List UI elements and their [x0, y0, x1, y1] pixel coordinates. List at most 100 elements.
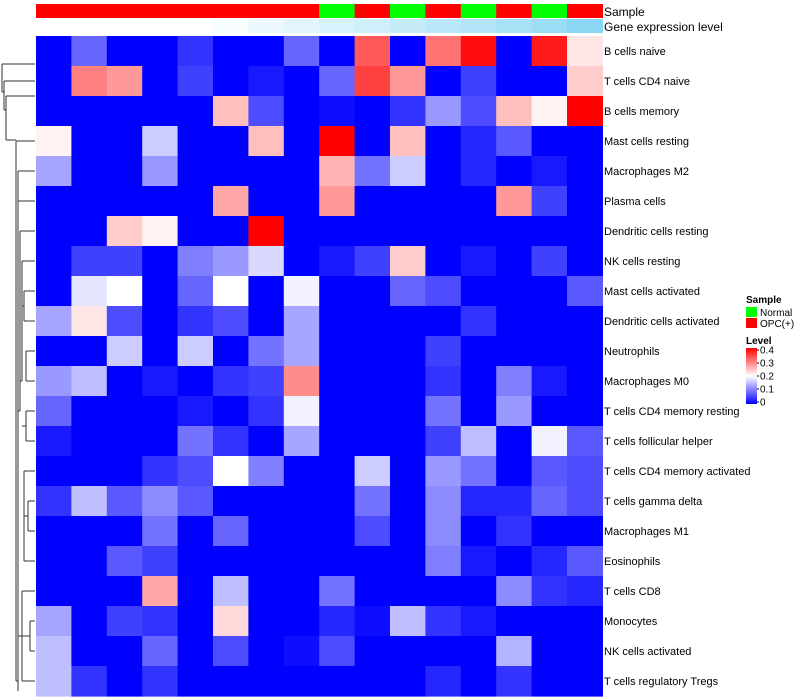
heatmap-cell	[177, 336, 214, 367]
heatmap-cell	[36, 66, 72, 97]
heatmap-cell	[460, 606, 497, 637]
heatmap-cell	[106, 606, 143, 637]
heatmap-cell	[213, 486, 249, 517]
legend-swatch-opc	[746, 318, 757, 328]
level-tick-label: 0.4	[760, 346, 774, 357]
heatmap-cell	[106, 636, 143, 667]
heatmap-cell	[177, 216, 214, 247]
row-label: Eosinophils	[604, 556, 661, 568]
heatmap-cell	[496, 36, 533, 67]
row-label: T cells CD4 memory resting	[604, 406, 740, 418]
gene-expression-annotation-cell	[319, 19, 356, 33]
heatmap-cell	[354, 456, 391, 487]
heatmap-cell	[142, 486, 179, 517]
heatmap-cell	[390, 576, 426, 607]
heatmap-cell	[531, 186, 568, 217]
heatmap-cell	[567, 36, 603, 67]
heatmap-cell	[531, 576, 568, 607]
heatmap-cell	[106, 66, 143, 97]
heatmap-cell	[496, 126, 533, 157]
heatmap-cell	[496, 66, 533, 97]
heatmap-cell	[567, 666, 603, 697]
heatmap-cell	[248, 186, 285, 217]
heatmap-cell	[319, 456, 356, 487]
heatmap-cell	[106, 216, 143, 247]
heatmap-cell	[177, 666, 214, 697]
heatmap-cell	[390, 126, 426, 157]
heatmap-cell	[354, 366, 391, 397]
heatmap-cell	[36, 306, 72, 337]
row-label: Mast cells resting	[604, 136, 689, 148]
heatmap-cell	[283, 576, 320, 607]
heatmap-cell	[390, 216, 426, 247]
heatmap-cell	[71, 126, 108, 157]
heatmap-cell	[425, 516, 462, 547]
heatmap-cell	[354, 606, 391, 637]
gene-expression-annotation-cell	[36, 19, 72, 33]
heatmap-cell	[248, 666, 285, 697]
heatmap-cell	[36, 276, 72, 307]
heatmap-cell	[460, 366, 497, 397]
sample-annotation-cell	[106, 4, 143, 18]
heatmap-cell	[283, 396, 320, 427]
sample-annotation-cell	[71, 4, 108, 18]
heatmap-cell	[248, 96, 285, 127]
heatmap-cell	[567, 126, 603, 157]
gene-expression-annotation-cell	[106, 19, 143, 33]
heatmap-cell	[71, 246, 108, 277]
heatmap-cell	[567, 186, 603, 217]
heatmap-cell	[106, 426, 143, 457]
heatmap-cell	[531, 276, 568, 307]
heatmap-cell	[71, 396, 108, 427]
heatmap-cell	[567, 96, 603, 127]
heatmap-cell	[496, 156, 533, 187]
heatmap-cell	[390, 666, 426, 697]
gene-expression-annotation-cell	[142, 19, 179, 33]
heatmap-cell	[36, 606, 72, 637]
heatmap-cell	[106, 36, 143, 67]
heatmap-cell	[460, 396, 497, 427]
sample-annotation-cell	[36, 4, 72, 18]
gene-expression-annotation-cell	[425, 19, 462, 33]
heatmap-cell	[283, 36, 320, 67]
heatmap-cell	[283, 426, 320, 457]
heatmap-cell	[531, 396, 568, 427]
heatmap-cell	[496, 606, 533, 637]
heatmap-cell	[142, 186, 179, 217]
heatmap-cell	[460, 36, 497, 67]
heatmap-cell	[283, 666, 320, 697]
heatmap-cell	[213, 246, 249, 277]
heatmap-cell	[142, 636, 179, 667]
heatmap-cell	[425, 306, 462, 337]
heatmap-cell	[213, 546, 249, 577]
heatmap-cell	[496, 546, 533, 577]
heatmap-cell	[142, 426, 179, 457]
heatmap-cell	[71, 486, 108, 517]
heatmap-cell	[106, 276, 143, 307]
heatmap-cell	[213, 366, 249, 397]
row-dendrogram	[1, 63, 35, 691]
heatmap-cell	[567, 546, 603, 577]
heatmap-cell	[460, 216, 497, 247]
heatmap-cell	[460, 486, 497, 517]
heatmap-cell	[213, 606, 249, 637]
heatmap-cell	[460, 96, 497, 127]
heatmap-cell	[213, 456, 249, 487]
heatmap-cell	[319, 306, 356, 337]
heatmap-cell	[106, 366, 143, 397]
level-tick-label: 0.3	[760, 359, 774, 370]
heatmap-cell	[248, 246, 285, 277]
heatmap-cell	[36, 666, 72, 697]
heatmap-cell	[142, 36, 179, 67]
heatmap-cell	[390, 366, 426, 397]
heatmap-cell	[71, 96, 108, 127]
heatmap-cell	[567, 246, 603, 277]
heatmap-cell	[496, 336, 533, 367]
heatmap-cell	[425, 606, 462, 637]
heatmap-cell	[425, 396, 462, 427]
heatmap-cell	[36, 36, 72, 67]
heatmap-cell	[567, 216, 603, 247]
heatmap-cell	[213, 516, 249, 547]
row-label: Dendritic cells resting	[604, 226, 709, 238]
heatmap-cell	[71, 606, 108, 637]
